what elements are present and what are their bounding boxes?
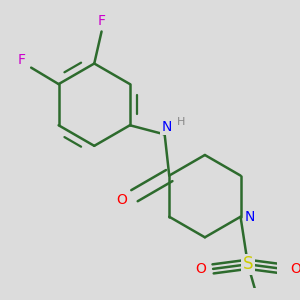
Text: F: F — [18, 53, 26, 67]
Text: N: N — [244, 210, 255, 224]
Text: F: F — [98, 14, 106, 28]
Text: S: S — [243, 255, 253, 273]
Text: O: O — [116, 193, 127, 207]
Text: N: N — [161, 120, 172, 134]
Text: O: O — [290, 262, 300, 276]
Text: O: O — [195, 262, 206, 276]
Text: H: H — [177, 117, 185, 127]
